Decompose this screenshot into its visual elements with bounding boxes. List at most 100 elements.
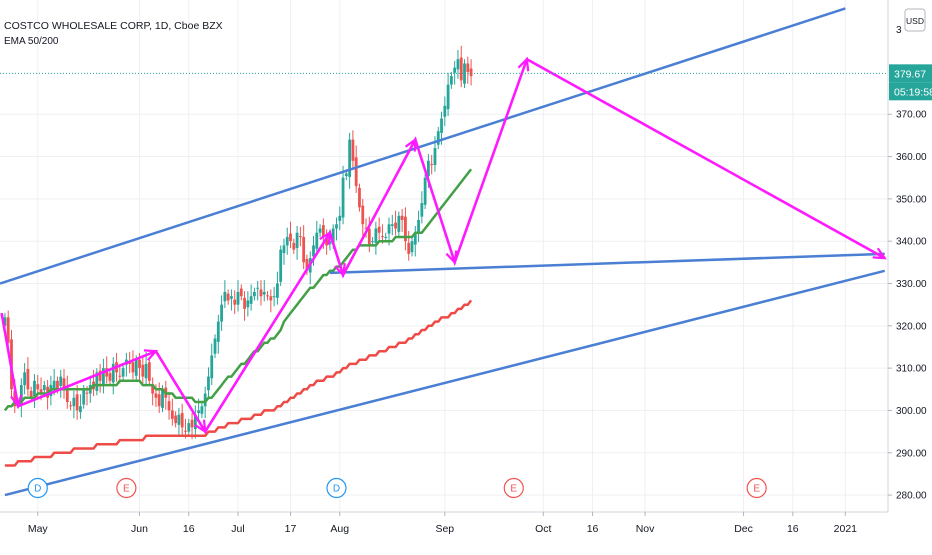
event-marker <box>116 477 137 499</box>
candle-body <box>302 236 306 263</box>
candle-body <box>29 390 33 398</box>
candle-body <box>417 220 420 233</box>
y-tick-label: 280.00 <box>896 491 927 502</box>
y-tick-label: 360.00 <box>896 152 927 163</box>
candle-body <box>413 232 417 245</box>
candle-body <box>394 222 397 229</box>
currency-button[interactable] <box>904 8 926 32</box>
candle-body <box>249 296 253 304</box>
candle-body <box>59 376 63 386</box>
x-tick-label: 17 <box>285 523 297 535</box>
candle-body <box>298 236 302 238</box>
candle-body <box>226 293 230 301</box>
candle-body <box>440 118 443 133</box>
x-tick-label: Jun <box>131 523 148 535</box>
last-price-value: 379.67 <box>894 68 926 80</box>
candle-body <box>75 394 79 411</box>
candle-body <box>446 84 450 110</box>
candle-body <box>184 430 187 432</box>
candle-body <box>33 380 36 397</box>
candle-body <box>354 157 358 187</box>
indicator-label[interactable]: EMA 50/200 <box>4 36 59 47</box>
candle-body <box>98 370 102 381</box>
candle-body <box>371 241 374 243</box>
candle-body <box>262 291 266 295</box>
candle-body <box>358 187 361 208</box>
event-marker-label: D <box>333 484 340 495</box>
candle-body <box>423 177 427 205</box>
price-plot-area[interactable] <box>0 7 888 497</box>
candle-body <box>341 177 345 218</box>
candle-body <box>111 363 115 383</box>
x-tick-label: May <box>28 523 49 535</box>
channel-upper-line <box>0 7 846 285</box>
candle-body <box>131 362 135 373</box>
candle-body <box>466 63 470 72</box>
candle-body <box>157 394 161 407</box>
candle-body <box>95 372 99 391</box>
candle-body <box>193 414 197 430</box>
candle-body <box>275 283 279 298</box>
candle-body <box>361 205 365 225</box>
candle-body <box>161 389 164 408</box>
candle-body <box>56 380 59 390</box>
candle-body <box>387 224 391 234</box>
y-tick-label-partial: 3 <box>896 25 902 36</box>
y-tick-label: 330.00 <box>896 279 927 290</box>
candle-body <box>443 105 447 117</box>
candle-body <box>449 76 453 85</box>
candle-body <box>230 296 233 299</box>
candle-body <box>381 236 384 238</box>
candle-body <box>256 287 260 289</box>
candle-body <box>295 232 299 248</box>
candle-body <box>72 397 76 407</box>
candle-body <box>3 317 7 326</box>
candle-body <box>213 338 217 354</box>
candle-body <box>102 368 105 385</box>
event-marker-label: E <box>123 484 130 495</box>
ema50-line <box>3 168 473 412</box>
candle-body <box>6 317 10 343</box>
candle-body <box>321 225 325 237</box>
candle-body <box>197 410 201 413</box>
y-tick-label: 290.00 <box>896 448 927 459</box>
candle-body <box>285 236 289 246</box>
candle-body <box>180 412 184 428</box>
candle-body <box>207 376 210 391</box>
candle-body <box>390 224 394 226</box>
candle-body <box>190 419 194 428</box>
x-tick-label: 16 <box>587 523 599 535</box>
candle-body <box>246 300 250 308</box>
candle-body <box>292 242 296 250</box>
candle-body <box>436 131 440 145</box>
projection-arrowhead <box>319 230 332 245</box>
candle-body <box>269 296 273 301</box>
event-marker-label: E <box>510 484 517 495</box>
time-axis-panel <box>0 512 932 550</box>
y-tick-label: 310.00 <box>896 364 927 375</box>
x-tick-label: 16 <box>183 523 195 535</box>
candle-body <box>39 389 43 394</box>
candle-body <box>210 355 214 379</box>
symbol-title[interactable]: COSTCO WHOLESALE CORP, 1D, Cboe BZX <box>4 20 223 32</box>
candle-body <box>174 415 178 424</box>
candle-body <box>272 296 276 298</box>
candle-body <box>259 289 263 297</box>
candle-body <box>456 59 460 70</box>
x-tick-label: Sep <box>435 523 454 535</box>
candle-body <box>404 216 407 242</box>
candle-body <box>407 242 411 254</box>
candle-body <box>170 410 174 419</box>
channel-lower-line <box>4 269 886 497</box>
candle-body <box>203 393 207 407</box>
candle-body <box>410 241 414 253</box>
countdown-tag <box>889 82 932 101</box>
y-tick-label: 350.00 <box>896 194 927 205</box>
candle-body <box>338 215 342 221</box>
projection-arrowhead <box>517 56 530 72</box>
event-marker <box>27 477 48 499</box>
projection-arrowhead <box>143 349 159 361</box>
event-marker-label: D <box>34 484 41 495</box>
candle-body <box>65 387 69 402</box>
